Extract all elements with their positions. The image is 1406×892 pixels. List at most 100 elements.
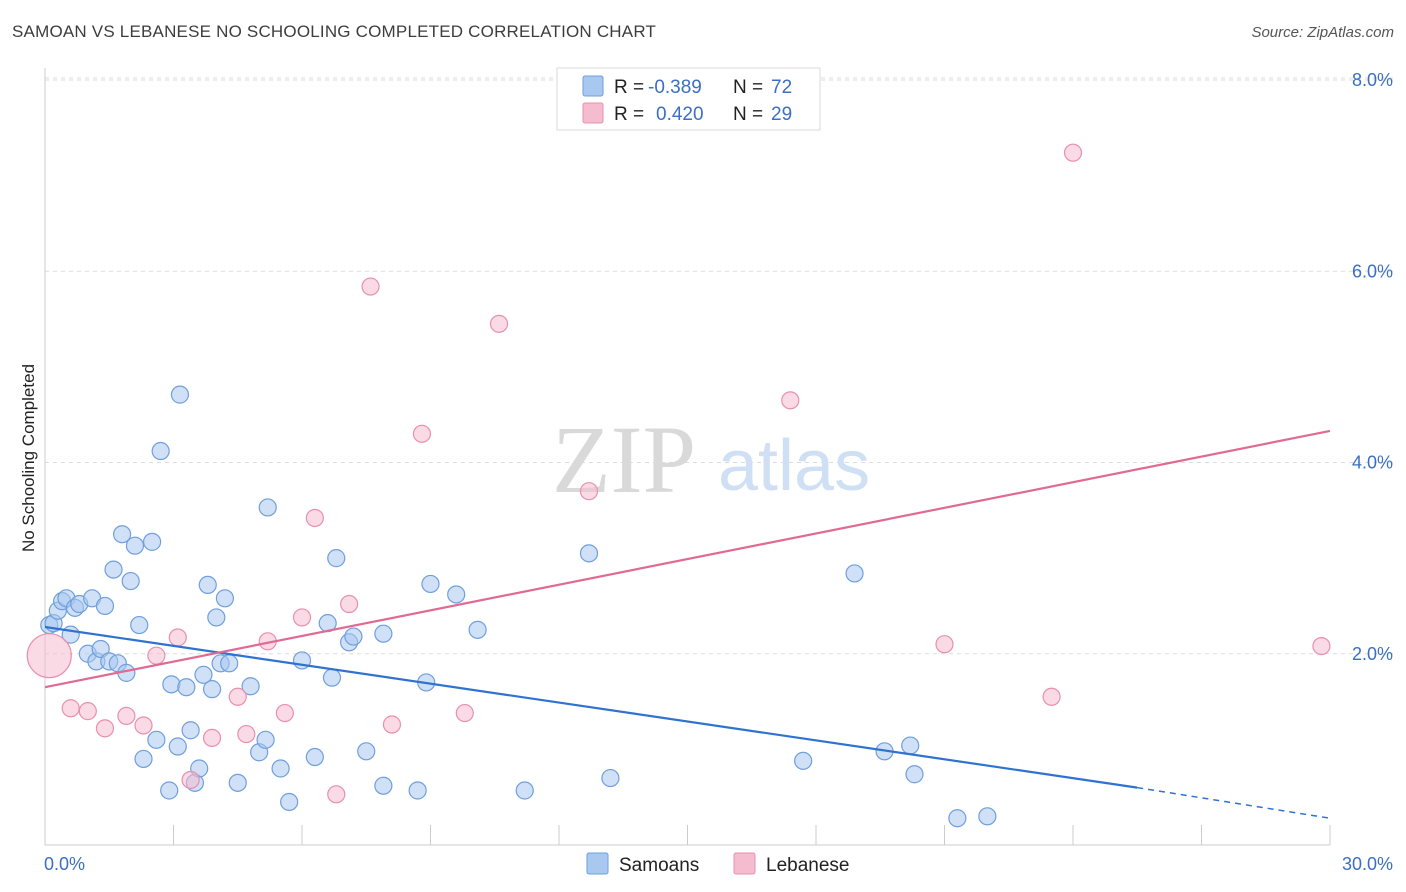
samoans-point [515,781,534,800]
samoans-point [121,571,140,591]
samoans-trend-line [44,625,1138,789]
watermark: ZIP atlas [552,406,870,513]
samoans-point [305,747,324,767]
samoans-point [194,665,213,684]
lebanese-point [781,391,800,410]
samoans-point [177,678,196,697]
lebanese-point [168,628,187,647]
data-points [26,143,1331,828]
samoans-point [202,680,222,699]
lebanese-trend-line [44,429,1331,689]
samoans-point [241,677,260,696]
bottom-legend-samoans: Samoans [619,855,699,876]
samoans-point [327,549,346,568]
legend-n-label: N = [733,104,763,125]
samoans-point [162,675,181,694]
axes: 2.0% 4.0% 6.0% 8.0% 0.0% 30.0% [44,68,1393,874]
lebanese-point [1042,687,1061,706]
y-tick-label: 6.0% [1352,261,1393,281]
samoans-point [601,768,620,788]
samoans-point [198,575,217,595]
samoans-point [95,596,115,616]
samoans-point [948,809,967,828]
x-tick-label-max: 30.0% [1342,854,1393,874]
watermark-zip: ZIP [552,406,696,513]
samoans-point [147,730,166,749]
legend-r-lebanese: 0.420 [656,104,704,125]
samoans-point [271,759,290,778]
samoans-point [468,620,487,639]
samoans-point [978,807,997,826]
samoans-point [256,730,275,749]
samoans-point [168,737,187,756]
lebanese-point [340,594,359,614]
samoans-point [901,736,920,755]
samoans-point [228,773,247,792]
lebanese-point [305,508,324,528]
samoans-trend-extension [1137,786,1331,819]
lebanese-point [275,703,294,723]
samoans-point [104,560,123,579]
lebanese-point [202,728,222,748]
samoans-point [142,532,162,551]
lebanese-point [292,608,312,627]
x-tick-label-min: 0.0% [44,854,85,874]
y-tick-label: 2.0% [1352,644,1393,664]
lebanese-point [489,314,509,333]
bottom-legend-lebanese: Lebanese [766,855,849,876]
bottom-legend-swatch-samoans [586,852,609,875]
samoans-point [258,498,277,517]
samoans-point [181,721,200,740]
grid-lines [45,77,1393,655]
y-tick-label: 4.0% [1352,453,1393,473]
legend-n-samoans: 72 [771,77,792,98]
lebanese-point [117,706,136,726]
lebanese-point [1063,143,1083,162]
lebanese-point [95,719,115,738]
samoans-point [374,776,393,795]
lebanese-point [412,424,432,443]
lebanese-point [26,633,72,679]
lebanese-point [935,635,954,654]
samoans-point [408,781,427,800]
samoans-point [160,781,179,800]
bottom-legend: Samoans Lebanese [586,852,849,876]
lebanese-point [579,482,599,501]
samoans-point [322,668,342,687]
samoans-point [134,749,153,769]
samoans-point [170,385,190,404]
lebanese-point [181,770,200,790]
lebanese-point [1312,636,1331,656]
samoans-point [447,585,466,604]
samoans-point [130,615,149,635]
samoans-point [280,792,299,812]
lebanese-point [134,716,153,735]
samoans-point [905,765,924,784]
lebanese-point [61,699,80,718]
lebanese-point [327,785,346,804]
lebanese-point [147,646,166,665]
samoans-point [421,574,440,594]
y-axis-label: No Schooling Completed [19,364,38,552]
lebanese-point [382,715,402,734]
samoans-point [845,564,864,583]
legend-n-lebanese: 29 [771,104,792,125]
samoans-point [91,639,110,659]
samoans-point [220,654,239,673]
lebanese-point [237,724,256,744]
samoans-point [215,589,234,608]
samoans-point [344,627,363,646]
lebanese-point [455,703,474,723]
samoans-point [151,441,170,461]
lebanese-point [228,687,247,706]
samoans-point [357,742,376,761]
y-tick-label: 8.0% [1352,70,1393,90]
samoans-point [579,544,599,563]
legend-swatch-lebanese [582,102,604,124]
samoans-point [125,536,145,555]
chart-source: Source: ZipAtlas.com [1251,24,1394,41]
samoans-point [794,751,813,770]
top-legend: R = -0.389 N = 72 R = 0.420 N = 29 [556,67,821,131]
samoans-point [374,624,393,643]
